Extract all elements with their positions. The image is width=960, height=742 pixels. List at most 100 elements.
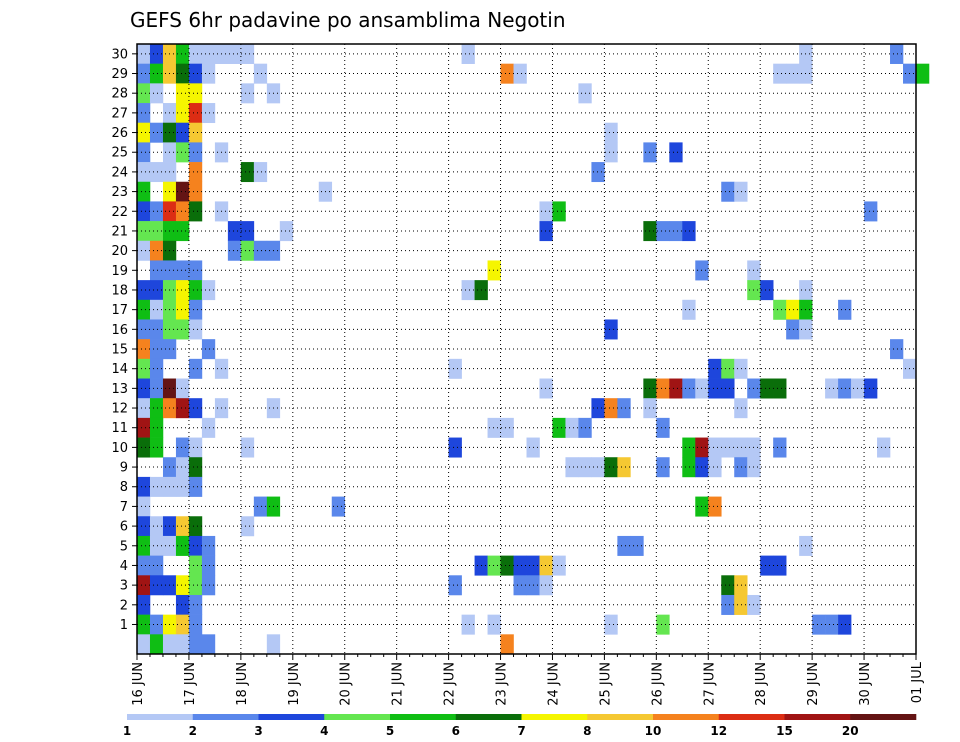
x-tick-label: 21 JUN (391, 662, 406, 706)
y-tick-label: 2 (120, 598, 128, 613)
colorbar-label: 2 (189, 724, 197, 738)
heatmap-cell (149, 358, 164, 379)
x-tick-label: 19 JUN (287, 662, 302, 706)
colorbar-legend: 1 2 3 4 5 6 7 8 10 12 15 20 (123, 714, 917, 738)
heatmap-cell (137, 378, 151, 399)
y-tick-label: 1 (120, 618, 128, 633)
heatmap-cell (890, 44, 904, 64)
heatmap-cell (149, 201, 164, 222)
colorbar-swatch (258, 714, 325, 720)
x-tick-label: 26 JUN (650, 662, 665, 706)
y-tick-label: 3 (120, 579, 128, 594)
heatmap-cell (188, 575, 203, 596)
heatmap-cell (188, 201, 203, 222)
heatmap-cell (760, 280, 774, 301)
y-tick-label: 11 (111, 421, 128, 436)
colorbar-label: 5 (386, 724, 394, 738)
y-tick-label: 21 (111, 224, 128, 239)
heatmap-cell (682, 437, 696, 458)
heatmap-cell (188, 516, 203, 537)
heatmap-cell (669, 221, 683, 242)
heatmap-cell (838, 299, 852, 320)
y-tick-label: 9 (120, 461, 128, 476)
heatmap-cell (149, 437, 164, 458)
heatmap-cell (591, 162, 605, 183)
heatmap-cell (175, 103, 190, 124)
heatmap-cell (188, 614, 203, 635)
heatmap-cell (149, 516, 164, 537)
heatmap-cell (656, 457, 670, 478)
heatmap-cell (149, 398, 164, 419)
x-tick-label: 29 JUN (806, 662, 821, 706)
y-tick-label: 12 (111, 402, 128, 417)
heatmap-cell (175, 260, 190, 281)
heatmap-cell (201, 535, 216, 556)
heatmap-cell (201, 575, 216, 596)
heatmap-cell (175, 378, 190, 399)
heatmap-cell (279, 221, 294, 242)
heatmap-cell (240, 516, 255, 537)
heatmap-cell (137, 122, 151, 143)
heatmap-cell (201, 280, 216, 301)
heatmap-cell (149, 280, 164, 301)
heatmap-cell (149, 260, 164, 281)
heatmap-cell (513, 63, 527, 84)
colorbar-swatch (653, 714, 720, 720)
heatmap-cell (721, 594, 735, 615)
heatmap-cell (149, 221, 164, 242)
y-tick-label: 26 (111, 126, 128, 141)
heatmap-cell (539, 555, 553, 576)
colorbar-swatch (455, 714, 522, 720)
heatmap-cell (721, 358, 735, 379)
heatmap-cell (513, 555, 527, 576)
y-tick-label: 20 (111, 244, 128, 259)
heatmap-cell (137, 358, 151, 379)
heatmap-cell (539, 201, 553, 222)
heatmap-cell (786, 63, 800, 84)
heatmap-cell (175, 319, 190, 340)
heatmap-cell (864, 378, 878, 399)
heatmap-cell (708, 457, 722, 478)
heatmap-cell (175, 122, 190, 143)
heatmap-cell (137, 201, 151, 222)
heatmap-cell (137, 496, 151, 517)
colorbar-label: 1 (123, 724, 131, 738)
y-tick-label: 30 (111, 47, 128, 62)
heatmap-cell (500, 63, 514, 84)
y-tick-label: 10 (111, 441, 128, 456)
heatmap-cell (656, 378, 670, 399)
colorbar-swatch (718, 714, 785, 720)
heatmap-cell (240, 44, 255, 64)
heatmap-cell (137, 476, 151, 497)
heatmap-cell (175, 614, 190, 635)
heatmap-cell (201, 417, 216, 438)
heatmap-cell (188, 181, 203, 202)
heatmap-cell (188, 319, 203, 340)
heatmap-cell (825, 614, 839, 635)
heatmap-cell (734, 181, 748, 202)
heatmap-cell (682, 221, 696, 242)
heatmap-cell (539, 378, 553, 399)
heatmap-cell (604, 457, 618, 478)
heatmap-cell (604, 122, 618, 143)
heatmap-cell (149, 319, 164, 340)
colorbar-label: 6 (452, 724, 460, 738)
heatmap-cell (461, 44, 475, 64)
heatmap-cell (669, 378, 683, 399)
x-tick-label: 24 JUN (546, 662, 561, 706)
heatmap-cell (188, 476, 203, 497)
heatmap-cell (240, 221, 255, 242)
heatmap-cell (591, 398, 605, 419)
colorbar-swatch (521, 714, 588, 720)
x-tick-label: 20 JUN (339, 662, 354, 706)
heatmap-cell (487, 614, 501, 635)
heatmap-cell (331, 496, 346, 517)
heatmap-cell (864, 201, 878, 222)
heatmap-cell (708, 437, 722, 458)
heatmap-cell (188, 103, 203, 124)
y-tick-label: 6 (120, 520, 128, 535)
heatmap-cell (175, 594, 190, 615)
heatmap-cell (175, 201, 190, 222)
heatmap-cell (461, 280, 475, 301)
heatmap-cell (734, 437, 748, 458)
